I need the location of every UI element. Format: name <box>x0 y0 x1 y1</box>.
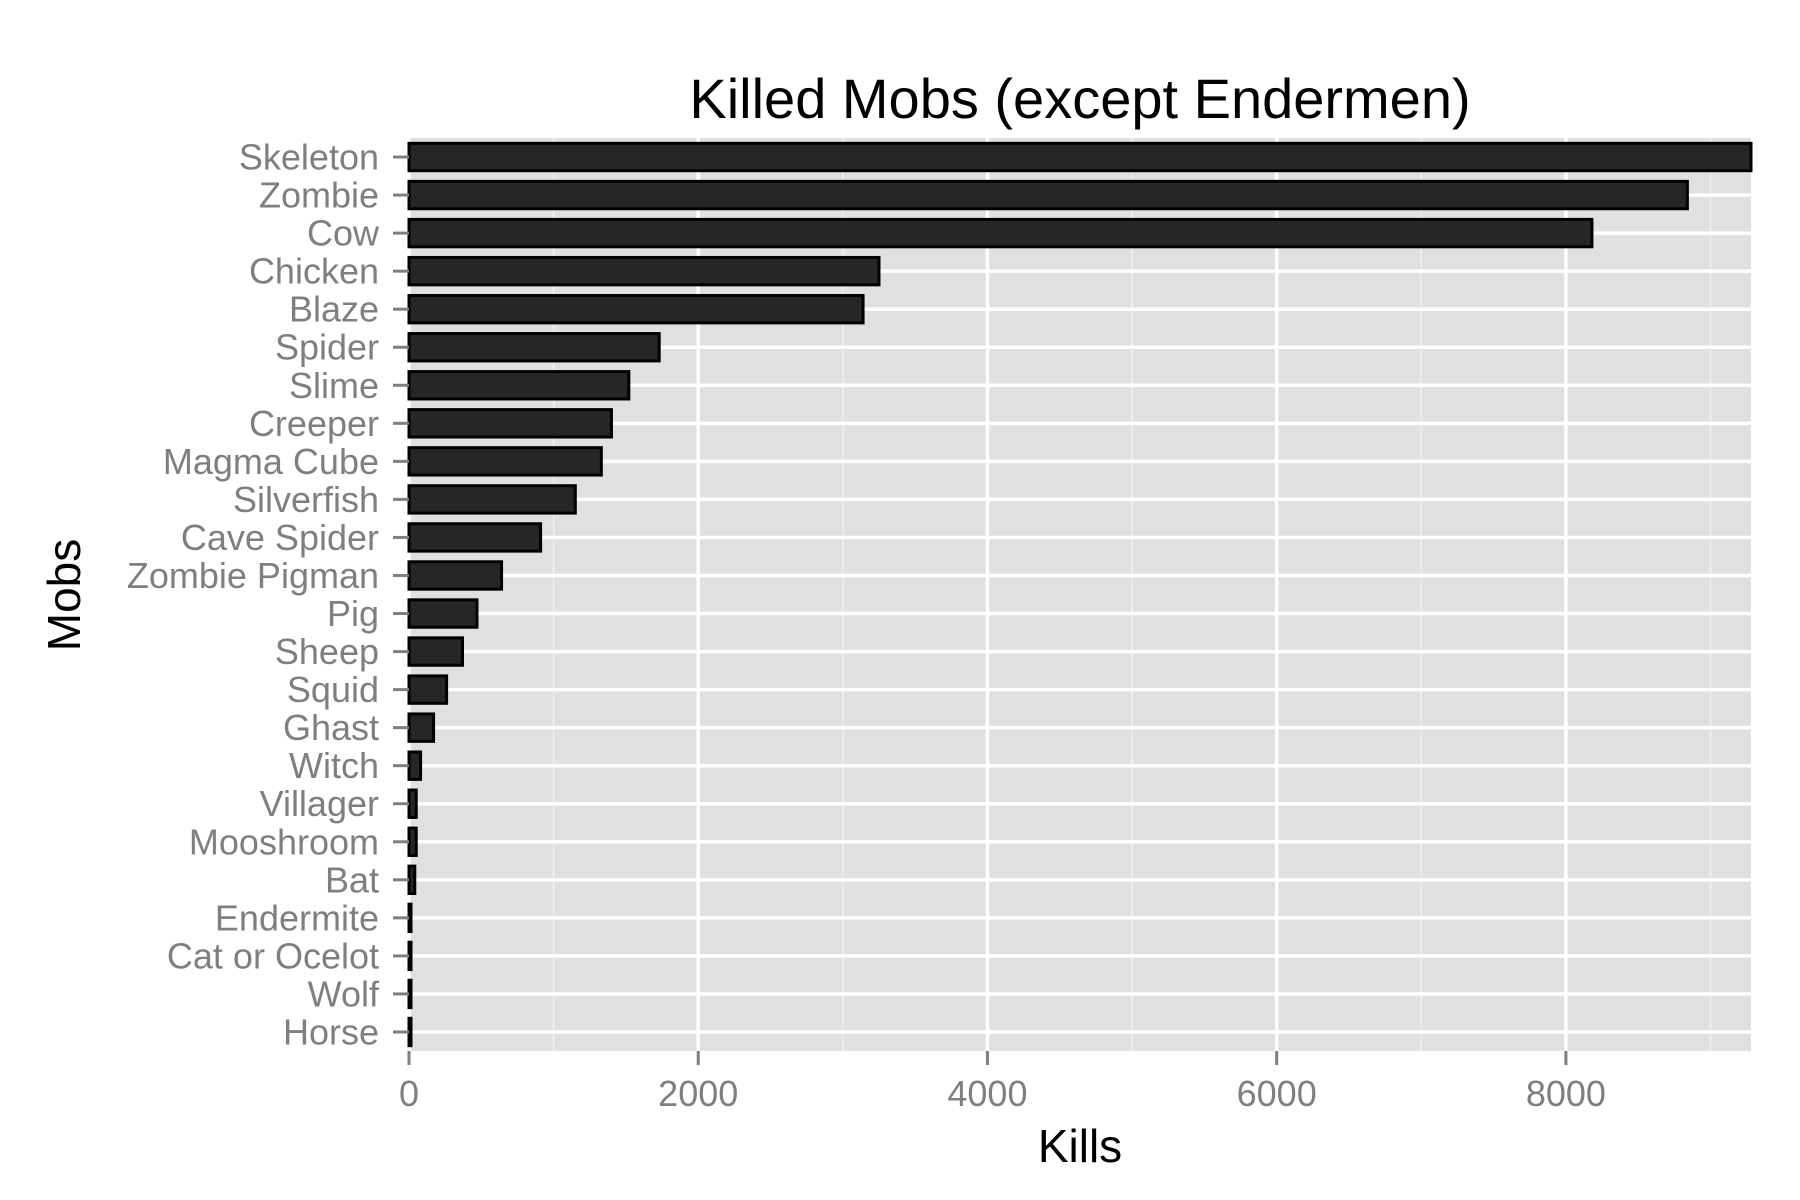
y-tick-label: Creeper <box>249 403 379 444</box>
y-tick-label: Slime <box>289 365 379 406</box>
bar-skeleton <box>407 141 1753 173</box>
x-axis-title: Kills <box>1038 1120 1122 1172</box>
x-tick-label: 0 <box>399 1073 419 1114</box>
bar-zombie <box>407 179 1689 211</box>
bar-squid <box>407 674 449 705</box>
y-tick-label: Witch <box>289 745 379 786</box>
bar-bat <box>407 864 417 896</box>
bar-cow <box>407 217 1594 249</box>
y-tick-label: Wolf <box>308 973 380 1014</box>
y-tick-label: Cave Spider <box>181 517 379 558</box>
y-tick-label: Zombie <box>259 175 379 216</box>
bar-spider <box>407 332 661 363</box>
x-tick-label: 8000 <box>1526 1073 1606 1114</box>
plot-panel <box>409 138 1751 1051</box>
chart-title: Killed Mobs (except Endermen) <box>689 67 1470 130</box>
bar-zombie-pigman <box>407 560 504 591</box>
y-axis-ticks: SkeletonZombieCowChickenBlazeSpiderSlime… <box>127 137 409 1052</box>
bar-slime <box>407 370 631 401</box>
y-tick-label: Cow <box>307 213 380 254</box>
x-tick-label: 6000 <box>1237 1073 1317 1114</box>
bar-cat-or-ocelot <box>407 940 413 972</box>
bar-blaze <box>407 293 865 325</box>
y-tick-label: Chicken <box>249 251 379 292</box>
y-tick-label: Zombie Pigman <box>127 555 379 596</box>
bar-wolf <box>407 978 413 1010</box>
y-tick-label: Endermite <box>215 897 379 938</box>
bar-sheep <box>407 636 465 667</box>
y-tick-label: Sheep <box>275 631 379 672</box>
y-tick-label: Mooshroom <box>189 821 379 862</box>
bar-silverfish <box>407 484 577 515</box>
bars <box>407 141 1753 1048</box>
bar-horse <box>407 1016 413 1048</box>
y-tick-label: Ghast <box>283 707 379 748</box>
y-tick-label: Blaze <box>289 289 379 330</box>
y-tick-label: Magma Cube <box>163 441 379 482</box>
x-tick-label: 4000 <box>947 1073 1027 1114</box>
y-tick-label: Villager <box>260 783 379 824</box>
y-tick-label: Squid <box>287 669 379 710</box>
bar-witch <box>407 750 423 781</box>
bar-pig <box>407 598 479 629</box>
bar-endermite <box>407 902 413 934</box>
bar-villager <box>407 788 418 819</box>
bar-mooshroom <box>407 826 418 857</box>
y-tick-label: Cat or Ocelot <box>167 935 379 976</box>
x-tick-label: 2000 <box>658 1073 738 1114</box>
bar-chicken <box>407 255 881 287</box>
y-axis-title: Mobs <box>38 539 90 651</box>
y-tick-label: Skeleton <box>239 137 379 178</box>
y-tick-label: Spider <box>275 327 379 368</box>
bar-ghast <box>407 712 436 743</box>
bar-magma-cube <box>407 446 603 477</box>
y-tick-label: Horse <box>283 1011 379 1052</box>
x-axis-ticks: 0 2000 4000 6000 8000 <box>399 1051 1606 1114</box>
y-tick-label: Silverfish <box>233 479 379 520</box>
bar-cave-spider <box>407 522 543 553</box>
y-tick-label: Pig <box>327 593 379 634</box>
bar-creeper <box>407 408 613 439</box>
y-tick-label: Bat <box>325 859 379 900</box>
